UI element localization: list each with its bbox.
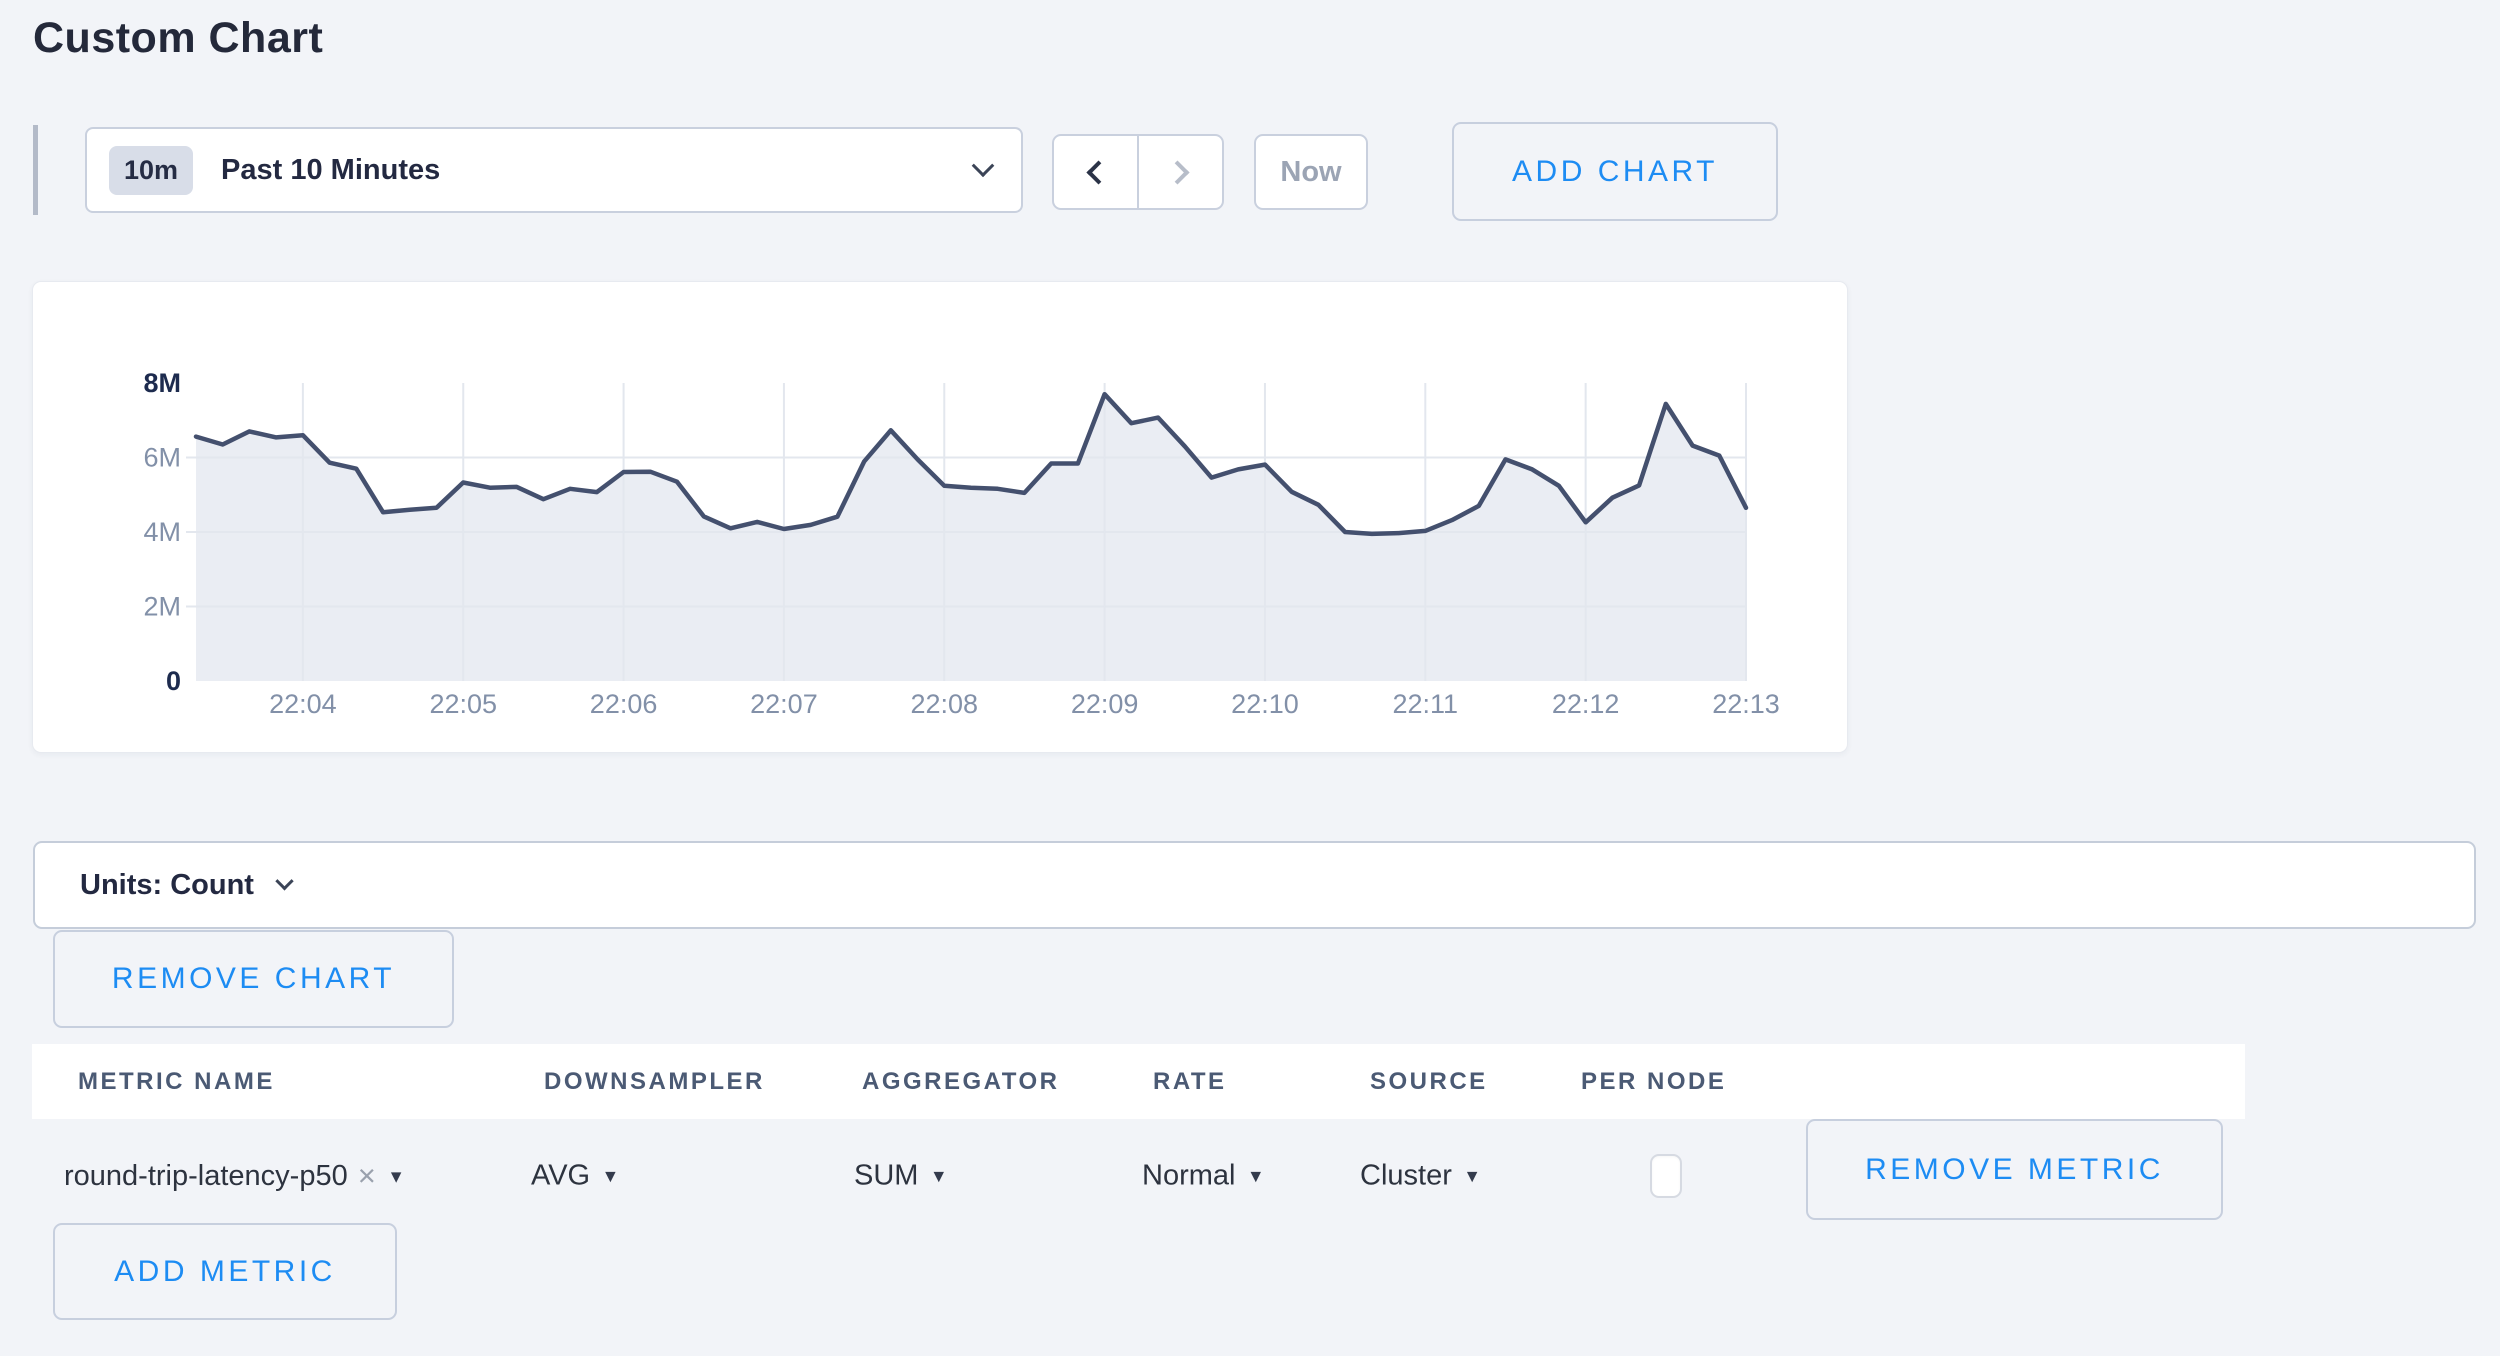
column-header-downsampler: DOWNSAMPLER [544,1067,765,1095]
chevron-right-icon [1165,159,1190,185]
x-axis-tick-label: 22:10 [1231,689,1299,719]
y-axis-tick-label: 0 [166,666,181,696]
metric-name-value: round-trip-latency-p50 [64,1159,348,1192]
x-axis-tick-label: 22:08 [910,689,978,719]
toolbar-accent-bar [33,125,38,215]
next-interval-button[interactable] [1139,136,1222,208]
x-axis-tick-label: 22:13 [1712,689,1780,719]
remove-metric-button[interactable]: REMOVE METRIC [1806,1119,2223,1220]
aggregator-value: SUM [854,1159,919,1192]
timeseries-chart-card: 8M 6M 4M 2M 0 22:04 22:05 22:06 22:07 22:08 22:09 2… [32,281,1848,753]
chevron-down-icon [971,154,995,178]
source-dropdown[interactable]: Cluster ▾ [1360,1160,1477,1193]
dropdown-arrow-icon: ▾ [933,1164,944,1188]
x-axis-tick-label: 22:05 [429,689,497,719]
add-chart-button[interactable]: ADD CHART [1452,122,1778,221]
prev-interval-button[interactable] [1054,136,1139,208]
column-header-metric-name: METRIC NAME [78,1067,275,1095]
y-axis-tick-label: 6M [143,443,181,473]
units-label: Units: Count [80,868,254,901]
column-header-source: SOURCE [1370,1067,1488,1095]
remove-tag-icon[interactable]: × [357,1158,376,1193]
chevron-left-icon [1086,159,1111,185]
time-range-label: Past 10 Minutes [221,153,441,186]
downsampler-dropdown[interactable]: AVG ▾ [531,1160,616,1193]
time-range-select[interactable]: 10m Past 10 Minutes [85,127,1023,213]
time-pager [1052,134,1224,210]
downsampler-value: AVG [531,1159,591,1192]
column-header-rate: RATE [1153,1067,1227,1095]
column-header-per-node: PER NODE [1581,1067,1727,1095]
column-header-aggregator: AGGREGATOR [862,1067,1060,1095]
dropdown-arrow-icon: ▾ [1466,1164,1478,1188]
page-title: Custom Chart [33,14,324,62]
x-axis-tick-label: 22:06 [590,689,658,719]
metric-name-dropdown[interactable]: round-trip-latency-p50 × ▾ [64,1158,401,1194]
rate-dropdown[interactable]: Normal ▾ [1142,1160,1261,1193]
per-node-checkbox[interactable] [1650,1154,1682,1198]
x-axis-tick-label: 22:12 [1552,689,1620,719]
y-axis-tick-label: 4M [143,517,181,547]
dropdown-arrow-icon: ▾ [390,1164,402,1188]
now-button[interactable]: Now [1254,134,1368,210]
aggregator-dropdown[interactable]: SUM ▾ [854,1160,944,1193]
remove-chart-button[interactable]: REMOVE CHART [53,930,454,1028]
x-axis-tick-label: 22:09 [1071,689,1139,719]
y-axis-tick-label: 8M [143,368,181,398]
units-select[interactable]: Units: Count [33,841,2476,929]
rate-value: Normal [1142,1159,1236,1192]
metrics-table-header: METRIC NAME DOWNSAMPLER AGGREGATOR RATE … [32,1044,2245,1119]
x-axis-tick-label: 22:11 [1393,689,1459,719]
add-metric-button[interactable]: ADD METRIC [53,1223,397,1320]
timeseries-chart: 8M 6M 4M 2M 0 22:04 22:05 22:06 22:07 22:08 22:09 2… [143,368,1780,719]
data-line [193,391,1749,537]
metric-table-row: round-trip-latency-p50 × ▾ AVG ▾ SUM ▾ N… [32,1119,2245,1233]
time-range-badge: 10m [109,145,194,195]
x-axis-tick-label: 22:04 [269,689,337,719]
dropdown-arrow-icon: ▾ [1250,1164,1262,1188]
x-axis-tick-label: 22:07 [750,689,818,719]
chevron-down-icon [275,871,294,890]
dropdown-arrow-icon: ▾ [605,1164,616,1188]
area-fill [196,394,1746,681]
source-value: Cluster [1360,1159,1452,1192]
y-axis-tick-label: 2M [143,592,181,622]
